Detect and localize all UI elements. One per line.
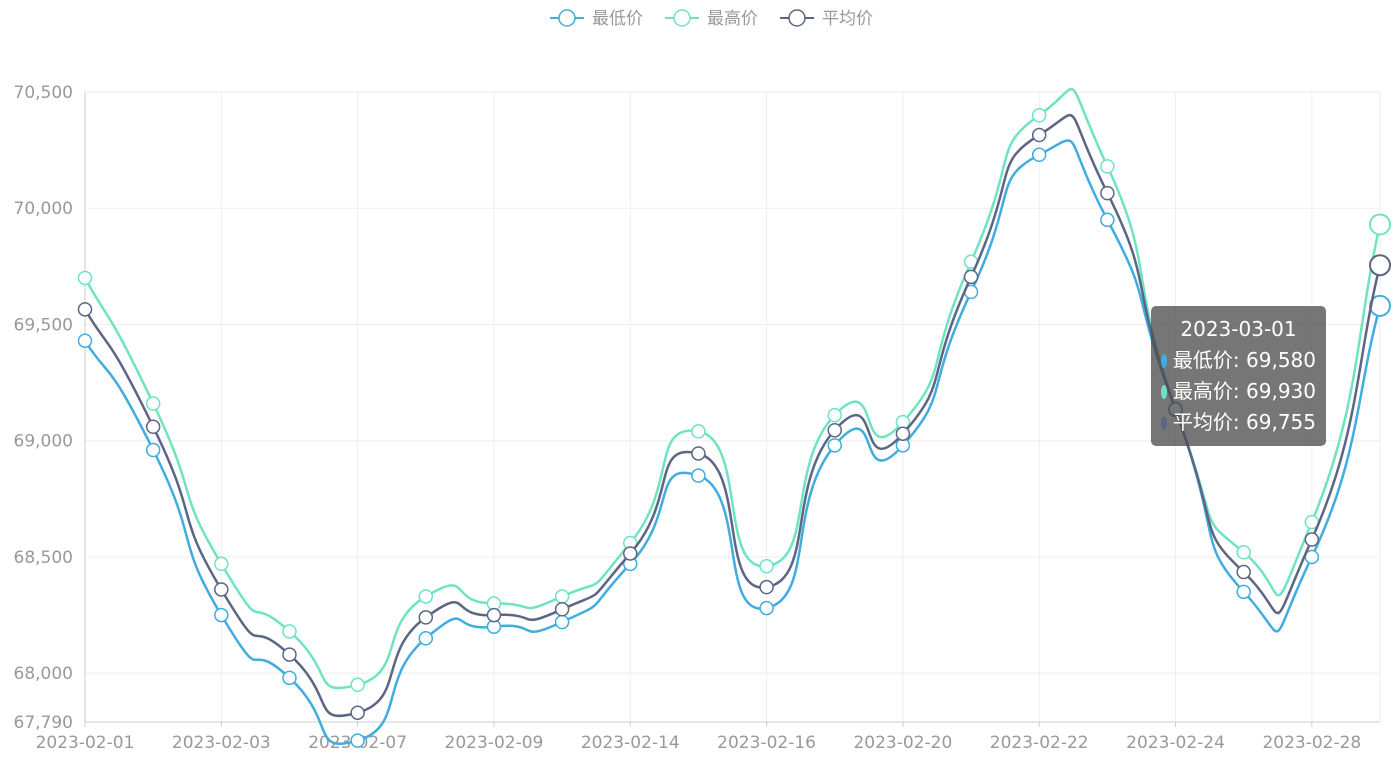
x-tick-label: 2023-02-09 [445,733,544,753]
series-avg-point [350,705,365,720]
series-low-point [282,670,297,686]
series-avg-point [691,446,706,461]
series-high-point [214,556,229,572]
x-tick-label: 2023-02-28 [1262,733,1361,753]
series-high-point [1031,107,1047,123]
series-low-point [214,607,229,623]
series-avg-point [895,426,911,441]
series-avg-point [963,269,979,285]
tooltip-title: 2023-03-01 [1180,317,1297,341]
x-tick-label: 2023-02-03 [172,733,271,753]
series-avg-point [1031,127,1047,143]
series-avg-point [486,607,502,623]
y-tick-label: 70,500 [14,83,73,103]
y-tick-label: 67,790 [14,713,73,733]
series-low-point [759,600,774,616]
y-tick-label: 68,000 [14,664,73,684]
series-low-point [1100,212,1115,228]
series-avg-point [623,546,638,561]
series-avg-point [1369,254,1391,277]
tooltip-dot-high [1161,384,1167,399]
series-avg-point [827,422,842,438]
series-avg-point [1304,532,1320,547]
x-tick-label: 2023-02-01 [36,733,135,753]
tooltip-label-avg: 平均价: 69,755 [1172,410,1316,434]
series-avg-point [77,302,93,317]
series-high-point [77,270,93,286]
series-high-point [827,407,842,423]
series-low-point [418,631,434,646]
x-tick-label: 2023-02-16 [717,733,816,753]
series-avg-point [1100,185,1115,201]
series-low-point [145,442,161,458]
legend-marker [788,9,806,27]
chart-tooltip: 2023-03-01 最低价: 69,580 最高价: 69,930 平均价: … [1151,306,1326,446]
legend-marker [673,9,691,27]
legend-item-high: 最高价 [665,9,758,29]
series-low-point [1031,147,1047,163]
x-tick-label: 2023-02-20 [853,733,952,753]
tooltip-row-high: 最高价: 69,930 [1161,376,1316,407]
series-high-point [1369,213,1391,236]
legend-item-low: 最低价 [550,9,643,29]
series-avg-point [418,610,434,625]
x-tick-label: 2023-02-22 [990,733,1089,753]
tooltip-label-low: 最低价: 69,580 [1172,348,1316,372]
series-high-point [1236,545,1251,560]
series-avg-point [554,602,570,617]
x-tick-label: 2023-02-24 [1126,733,1225,753]
series-low-point [554,614,570,630]
y-tick-label: 70,000 [14,199,73,219]
tooltip-label-high: 最高价: 69,930 [1172,379,1316,403]
series-high-point [145,396,161,411]
series-avg-point [214,582,229,597]
series-low-point [77,333,93,348]
legend-label: 最高价 [707,9,758,29]
series-low-point [350,733,365,748]
series-low-point [1236,584,1251,600]
legend-item-avg: 平均价 [780,9,873,29]
y-tick-label: 69,000 [14,432,73,452]
legend-label: 平均价 [822,9,873,29]
y-tick-label: 69,500 [14,315,73,335]
tooltip-dot-avg [1161,415,1167,430]
legend-marker [558,9,576,27]
series-high-point [418,589,434,604]
series-low-point [691,468,706,483]
series-high-point [759,558,774,574]
series-high-point [282,624,297,639]
legend-label: 最低价 [592,9,643,29]
series-high-point [1100,159,1115,174]
series-avg-point [282,647,297,662]
tooltip-dot-low [1161,353,1167,368]
x-tick-label: 2023-02-14 [581,733,680,753]
series-high-point [554,589,570,604]
series-avg-point [1236,564,1251,580]
tooltip-row-low: 最低价: 69,580 [1161,345,1316,376]
series-avg-point [759,579,774,595]
series-high-point [350,677,365,693]
series-low-point [827,438,842,453]
series-avg-point [145,419,161,435]
tooltip-row-avg: 平均价: 69,755 [1161,407,1316,438]
y-tick-label: 68,500 [14,548,73,568]
series-high-point [691,424,706,439]
